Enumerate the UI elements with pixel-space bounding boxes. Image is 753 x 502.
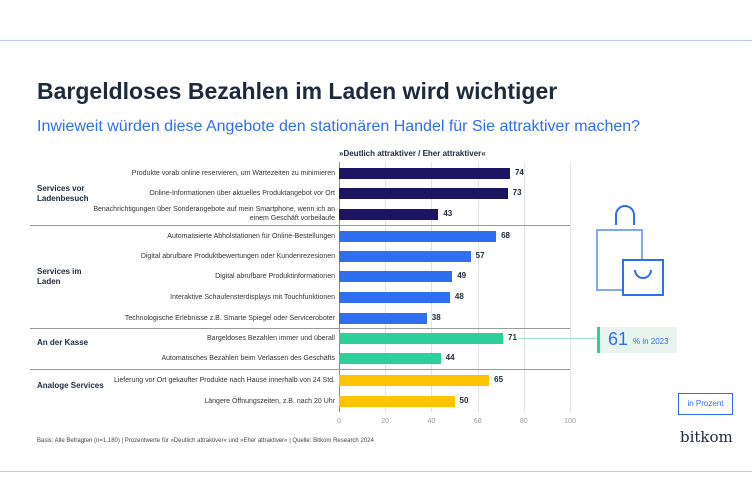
- bar-label: Technologische Erlebnisse z.B. Smarte Sp…: [124, 314, 335, 322]
- bar-value: 57: [475, 251, 485, 260]
- bar-label: Automatisierte Abholstationen für Online…: [167, 232, 335, 240]
- bar-label: Bargeldoses Bezahlen immer und überall: [206, 334, 335, 342]
- bar-value: 43: [443, 209, 453, 218]
- bar-label: Längere Öffnungszeiten, z.B. nach 20 Uhr: [204, 397, 335, 405]
- group-label: Analoge Services: [37, 380, 104, 390]
- tick-label: 20: [381, 418, 390, 425]
- bar: [339, 374, 490, 386]
- bar-label: Produkte vorab online reservieren, um Wa…: [131, 169, 335, 177]
- tick-label: 0: [337, 418, 341, 425]
- subtitle: Inwieweit würden diese Angebote den stat…: [37, 118, 641, 135]
- group-separator: [30, 328, 570, 329]
- bar-value: 38: [431, 313, 441, 322]
- gridline: [477, 162, 479, 412]
- bar: [339, 208, 439, 220]
- group-separator: [30, 369, 570, 370]
- bar-value: 44: [445, 353, 455, 362]
- annotation-2023: 61 % in 2023: [597, 327, 677, 353]
- gridline: [339, 162, 340, 412]
- bar-label: Lieferung vor Ort gekaufter Produkte nac…: [113, 376, 335, 384]
- annotation-text: % in 2023: [633, 337, 669, 346]
- bar-value: 73: [512, 188, 522, 197]
- bar-label: Automatisches Bezahlen beim Verlassen de…: [161, 354, 335, 362]
- page-title: Bargeldloses Bezahlen im Laden wird wich…: [37, 78, 558, 104]
- tick-label: 80: [519, 418, 528, 425]
- bar: [339, 332, 503, 344]
- gridline: [385, 162, 387, 412]
- bar-label: Online-Informationen über aktuelles Prod…: [149, 189, 335, 197]
- bar-label: Digital abrufbare Produktbewertungen ode…: [140, 252, 335, 260]
- bar-label: Benachrichtigungen über Sonderangebote a…: [93, 206, 335, 222]
- group-label: Services im Laden: [37, 267, 82, 286]
- gridline: [523, 162, 525, 412]
- tick-label: 100: [564, 418, 576, 425]
- bar-value: 48: [454, 292, 464, 301]
- tick-label: 60: [473, 418, 482, 425]
- bar-value: 65: [494, 375, 504, 384]
- bar-label: Digital abrufbare Produktinformationen: [215, 272, 335, 280]
- group-label: Services vor Ladenbesuch: [37, 183, 89, 203]
- bar-value: 71: [508, 333, 517, 342]
- column-header: »Deutlich attraktiver / Eher attraktiver…: [339, 149, 486, 158]
- group-separator: [30, 225, 570, 226]
- group-label: An der Kasse: [37, 338, 89, 347]
- footnote: Basis: Alle Befragten (n=1.180) | Prozen…: [37, 438, 374, 444]
- gridline: [570, 162, 571, 412]
- unit-label: in Prozent: [678, 393, 733, 415]
- bar-value: 49: [457, 271, 467, 280]
- bar: [339, 291, 450, 303]
- bar: [339, 230, 497, 242]
- bar: [339, 250, 471, 262]
- bar: [339, 395, 455, 407]
- bar: [339, 187, 508, 199]
- shopping-bag-icon: [596, 205, 664, 296]
- bar-value: 68: [501, 231, 510, 240]
- frame: [0, 40, 752, 472]
- gridline: [431, 162, 433, 412]
- bar-value: 50: [459, 396, 469, 405]
- tick-label: 40: [427, 418, 436, 425]
- annotation-connector: [518, 338, 597, 339]
- bar-value: 74: [514, 168, 524, 177]
- bitkom-logo: bitkom: [680, 428, 733, 446]
- annotation-value: 61: [608, 329, 629, 349]
- bar: [339, 312, 427, 324]
- bar: [339, 270, 453, 282]
- bar: [339, 167, 510, 179]
- bar-label: Interaktive Schaufensterdisplays mit Tou…: [170, 293, 335, 301]
- bar: [339, 352, 441, 364]
